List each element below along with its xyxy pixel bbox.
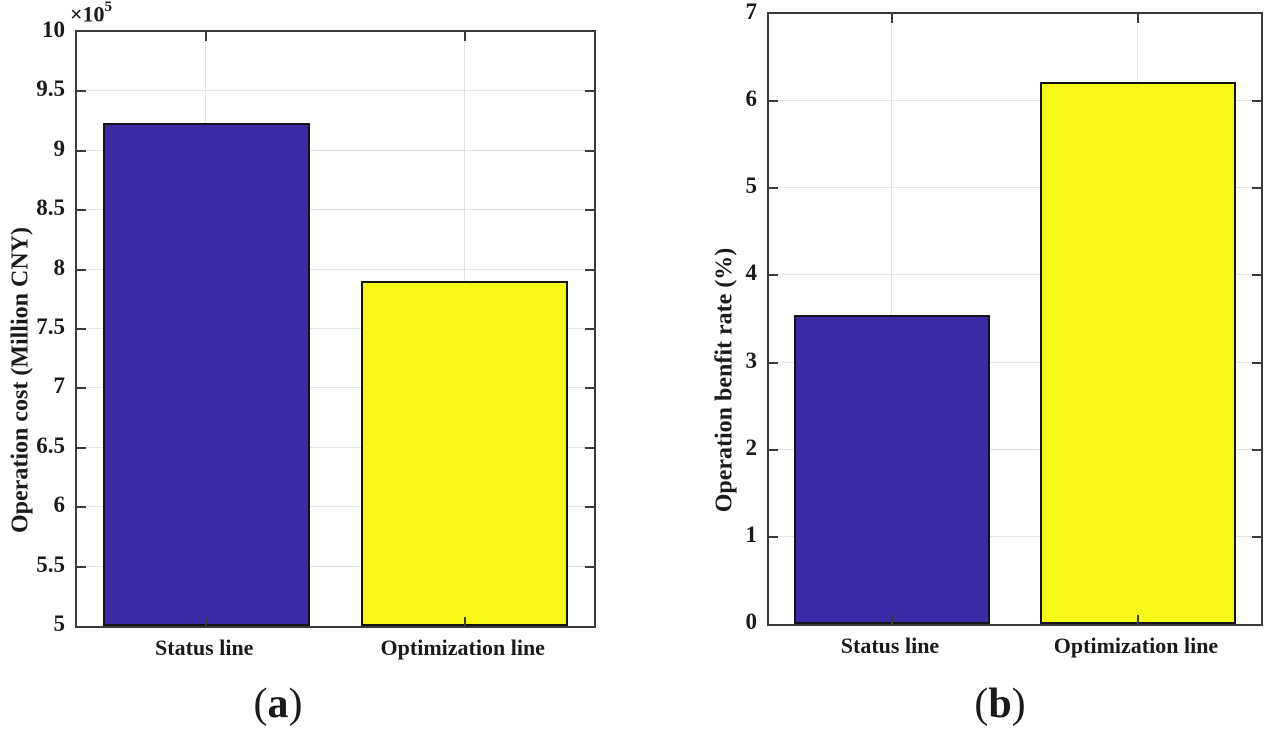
- y-gridline: [77, 446, 594, 448]
- x-category-label-optimization-line: Optimization line: [1053, 633, 1219, 658]
- x-tick-mark: [205, 32, 208, 41]
- caption-b: (b): [974, 680, 1025, 728]
- y-tick-mark: [1252, 361, 1261, 364]
- y-tick-label: 5: [745, 173, 758, 199]
- caption-b-close: ): [1011, 681, 1026, 727]
- y-tick-label: 7: [745, 0, 758, 24]
- caption-a-open: (: [253, 681, 268, 727]
- y-tick-mark: [1252, 100, 1261, 103]
- y-gridline: [77, 90, 594, 92]
- caption-a: (a): [254, 680, 303, 728]
- y-tick-label: 8: [53, 254, 66, 280]
- x-tick-mark: [1137, 615, 1139, 624]
- y-tick-label: 7: [53, 373, 66, 399]
- y-tick-label: 1: [745, 521, 758, 547]
- y-tick-mark: [1252, 535, 1261, 538]
- y-gridline: [769, 100, 1261, 102]
- y-tick-mark: [1252, 448, 1261, 451]
- y-gridline: [769, 361, 1261, 363]
- y-tick-mark: [1252, 274, 1261, 277]
- plot-area-a: [75, 30, 596, 628]
- bar-status-line: [102, 122, 310, 626]
- y-gridline: [77, 149, 594, 151]
- bar-optimization-line: [361, 281, 569, 626]
- y-tick-mark: [77, 90, 86, 93]
- y-gridline: [77, 268, 594, 270]
- y-tick-label: 5: [53, 611, 66, 636]
- y-tick-mark: [585, 387, 594, 390]
- y-tick-label: 6: [53, 492, 66, 518]
- caption-b-letter: b: [988, 681, 1012, 727]
- x-category-label-status-line: Status line: [155, 635, 254, 660]
- y-tick-mark: [585, 446, 594, 449]
- y-tick-mark: [77, 328, 86, 330]
- caption-b-open: (: [974, 681, 989, 727]
- bar-status-line: [793, 314, 991, 624]
- panel-b: Operation benfit rate (%) (b) 0 1 2 3 4 5 6 7 St…: [640, 0, 1267, 732]
- x-tick-mark: [891, 615, 893, 624]
- y-tick-mark: [769, 448, 778, 451]
- x-tick-mark: [463, 617, 466, 626]
- y-tick-label: 7.5: [36, 314, 65, 339]
- axis-multiplier-exponent: 5: [104, 0, 113, 15]
- y-tick-mark: [585, 209, 594, 212]
- x-tick-mark: [1137, 14, 1139, 23]
- y-tick-mark: [769, 274, 778, 277]
- y-tick-label: 9.5: [36, 76, 65, 102]
- y-gridline: [77, 209, 594, 211]
- plot-area-b: [767, 12, 1263, 626]
- caption-a-close: ): [288, 681, 303, 727]
- y-tick-mark: [585, 565, 594, 568]
- y-tick-label: 5.5: [36, 551, 65, 577]
- axis-multiplier-base: ×10: [70, 1, 105, 27]
- y-gridline: [769, 448, 1261, 450]
- y-tick-mark: [585, 268, 594, 271]
- x-category-label-status-line: Status line: [840, 633, 940, 658]
- bar-optimization-line: [1039, 81, 1237, 624]
- y-tick-mark: [769, 361, 778, 364]
- y-tick-mark: [769, 100, 778, 103]
- y-tick-label: 6.5: [36, 432, 65, 458]
- y-tick-mark: [77, 387, 86, 390]
- caption-a-letter: a: [267, 681, 289, 727]
- x-tick-mark: [205, 617, 208, 626]
- y-tick-label: 0: [745, 609, 758, 634]
- y-tick-mark: [585, 149, 594, 152]
- y-tick-label: 9: [53, 135, 66, 161]
- y-tick-mark: [77, 268, 86, 271]
- y-gridline: [769, 535, 1261, 537]
- y-gridline: [77, 565, 594, 567]
- y-tick-label: 3: [745, 347, 758, 373]
- x-category-label-optimization-line: Optimization line: [380, 635, 545, 660]
- y-gridline: [77, 506, 594, 508]
- y-tick-mark: [77, 565, 86, 568]
- x-tick-mark: [463, 32, 466, 41]
- y-tick-label: 6: [745, 86, 758, 112]
- y-tick-mark: [585, 90, 594, 93]
- y-tick-mark: [77, 209, 86, 212]
- y-gridline: [769, 187, 1261, 189]
- y-tick-mark: [585, 506, 594, 509]
- y-tick-mark: [77, 506, 86, 509]
- y-gridline: [77, 328, 594, 329]
- y-tick-label: 10: [42, 17, 65, 42]
- y-tick-mark: [769, 535, 778, 538]
- y-tick-label: 2: [745, 434, 758, 460]
- y-tick-mark: [1252, 187, 1261, 190]
- y-tick-label: 4: [745, 260, 758, 286]
- y-tick-mark: [585, 328, 594, 330]
- y-tick-mark: [769, 187, 778, 190]
- y-tick-label: 8.5: [36, 195, 65, 221]
- y-gridline: [77, 387, 594, 389]
- y-tick-mark: [77, 446, 86, 449]
- y-gridline: [769, 274, 1261, 276]
- y-tick-mark: [77, 149, 86, 152]
- axis-multiplier: ×105: [70, 0, 113, 27]
- x-tick-mark: [891, 14, 893, 23]
